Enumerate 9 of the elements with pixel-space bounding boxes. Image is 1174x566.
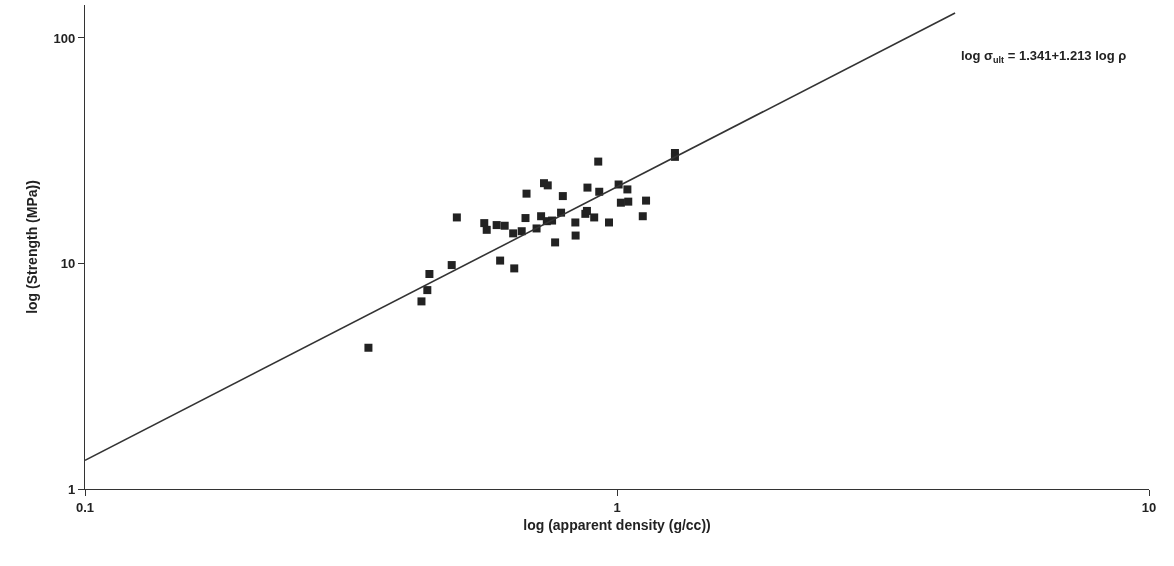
y-tick-label: 100 bbox=[53, 30, 76, 46]
y-tick-label: 10 bbox=[60, 256, 76, 272]
x-tick-label: 0.1 bbox=[75, 499, 95, 515]
x-tick-label: 10 bbox=[1141, 499, 1157, 515]
y-axis-title: log (Strength (MPa)) bbox=[24, 180, 41, 314]
annotation: log σ$_{ult}$ = 1.341+1.213 log ρ bbox=[961, 48, 1127, 65]
x-tick-label: 1 bbox=[613, 499, 621, 515]
y-tick-label: 1 bbox=[68, 481, 76, 497]
x-axis-title: log (apparent density (g/cc)) bbox=[523, 517, 711, 533]
